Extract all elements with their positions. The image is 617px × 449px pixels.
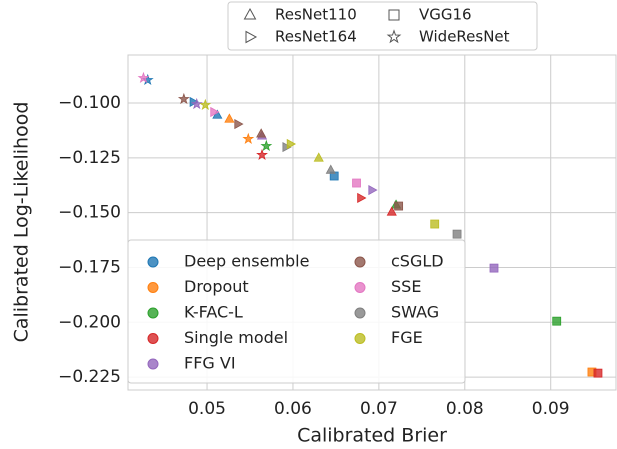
point <box>256 148 268 161</box>
point <box>357 192 367 204</box>
point <box>190 97 203 110</box>
y-axis-label: Calibrated Log-Likelihood <box>11 102 33 343</box>
x-axis-label: Calibrated Brier <box>297 425 447 447</box>
legend-label: cSGLD <box>391 252 444 271</box>
point <box>368 184 378 196</box>
legend-label: ResNet110 <box>275 6 357 24</box>
point <box>593 368 603 378</box>
y-tick-label: −0.125 <box>58 148 121 168</box>
point <box>394 201 404 211</box>
legend-label: Deep ensemble <box>184 252 309 271</box>
point <box>224 113 235 123</box>
point <box>234 118 244 130</box>
x-tick-label: 0.07 <box>360 399 398 419</box>
point <box>286 138 297 150</box>
legend-marker <box>386 29 402 44</box>
legend-marker <box>354 282 366 293</box>
legend-label: VGG16 <box>419 6 472 24</box>
legend-label: K-FAC-L <box>184 303 243 322</box>
y-tick-label: −0.100 <box>58 93 121 113</box>
legend-marker <box>354 256 366 268</box>
legend-marker <box>147 307 159 319</box>
legend-marker <box>245 30 258 44</box>
x-tick-label: 0.06 <box>274 399 312 419</box>
legend-label: FFG VI <box>184 354 236 373</box>
legend-marker <box>147 333 159 344</box>
legend-label: ResNet164 <box>275 28 357 46</box>
point <box>489 263 499 273</box>
legend-label: WideResNet <box>419 28 510 46</box>
shape-legend <box>227 1 538 51</box>
y-tick-label: −0.150 <box>58 203 121 223</box>
legend-marker <box>388 9 400 21</box>
point <box>210 106 220 118</box>
y-tick-label: −0.225 <box>58 367 121 387</box>
legend-marker <box>147 358 159 370</box>
legend-label: SSE <box>391 277 421 296</box>
point <box>260 139 273 152</box>
point <box>256 128 267 138</box>
legend-marker <box>147 282 159 293</box>
y-tick-label: −0.175 <box>58 257 121 277</box>
point <box>199 98 212 111</box>
legend-marker <box>354 307 366 319</box>
legend-marker <box>354 333 366 344</box>
legend-label: SWAG <box>391 303 439 322</box>
point <box>352 178 361 188</box>
legend-label: Single model <box>184 328 288 347</box>
x-tick-label: 0.09 <box>532 399 570 419</box>
y-tick-label: −0.200 <box>58 312 121 332</box>
legend-label: FGE <box>391 328 423 347</box>
legend-label: Dropout <box>184 277 249 296</box>
legend-marker <box>243 7 257 20</box>
point <box>242 132 255 144</box>
x-tick-label: 0.08 <box>446 399 484 419</box>
point <box>430 219 440 229</box>
legend-marker <box>147 256 159 268</box>
point <box>313 152 324 162</box>
point <box>452 229 462 239</box>
legend <box>127 239 466 384</box>
point <box>137 71 150 84</box>
point <box>177 92 190 105</box>
x-tick-label: 0.05 <box>188 399 226 419</box>
points <box>137 71 603 378</box>
point <box>386 206 397 216</box>
point <box>325 164 336 174</box>
point <box>552 316 562 326</box>
